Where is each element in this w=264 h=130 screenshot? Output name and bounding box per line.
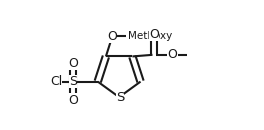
Text: S: S — [69, 75, 77, 88]
Text: O: O — [68, 57, 78, 70]
Text: O: O — [68, 94, 78, 107]
Text: Cl: Cl — [50, 75, 62, 88]
Text: O: O — [168, 48, 177, 61]
Text: S: S — [116, 91, 124, 104]
Text: O: O — [149, 28, 159, 41]
Text: Methoxy: Methoxy — [128, 31, 173, 41]
Text: O: O — [107, 30, 117, 43]
